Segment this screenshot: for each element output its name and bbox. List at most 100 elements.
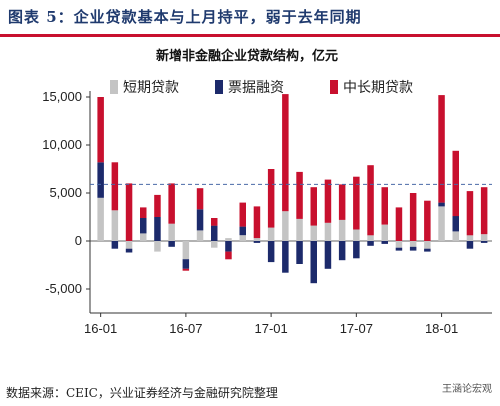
bar-segment [125,183,133,241]
legend-label: 中长期贷款 [343,80,413,96]
bar-segment [267,169,275,228]
y-tick-label: 15,000 [42,89,82,104]
bar-segment [267,241,275,263]
figure-heading: 图表 5：企业贷款基本与上月持平，弱于去年同期 [0,0,500,38]
bar-segment [168,183,175,224]
bar-segment [282,211,289,241]
bar-segment [154,217,161,241]
x-tick-label: 16-07 [169,321,202,336]
watermark-logo: 王涵论宏观 [442,384,492,395]
bar-segment [409,241,417,247]
bar-segment [395,207,403,241]
y-tick-label: 0 [75,233,82,248]
y-tick-label: -5,000 [45,281,82,296]
bar-segment [438,206,445,241]
bar-segment [367,235,374,241]
bar-segment [225,238,232,241]
bar-segment [154,194,161,217]
x-tick-label: 16-01 [84,321,117,336]
x-tick-label: 17-01 [254,321,287,336]
bar-segment [253,238,261,241]
bar-segment [282,241,289,273]
bar-segment [154,241,161,252]
legend-label: 票据融资 [228,80,284,96]
bar-segment [367,241,374,246]
bar-segment [480,234,488,241]
bar-segment [125,241,133,249]
bar-segment [310,225,317,241]
figure-heading-text: 图表 5：企业贷款基本与上月持平，弱于去年同期 [8,8,362,26]
bar-segment [140,233,147,241]
bar-segment [211,218,218,226]
bar-segment [438,95,445,203]
bar-segment [296,241,303,264]
legend-swatch [110,80,118,94]
bar-segment [239,235,246,241]
legend-swatch [330,80,338,94]
bar-segment [353,241,360,259]
bar-segment [424,200,431,241]
bar-segment [310,241,317,284]
bar-segment [338,219,346,241]
bar-segment [310,187,317,226]
bar-segment [225,241,232,252]
bar-segment [381,241,388,244]
bar-segment [438,202,445,207]
bar-segment [324,179,332,223]
x-tick-label: 18-01 [425,321,458,336]
bar-segment [409,246,417,251]
chart-title: 新增非金融企业贷款结构，亿元 [156,48,338,64]
bar-segment [196,209,204,231]
bar-segment [480,241,488,243]
bar-segment [111,241,119,249]
bar-segment [168,241,175,247]
bar-segment [182,268,190,271]
bar-segment [466,235,474,241]
bar-segment [97,162,104,198]
bar-segment [452,231,459,241]
y-tick-label: 5,000 [49,185,82,200]
bar-segment [282,94,289,212]
bar-segment [111,210,119,241]
bar-segment [111,162,119,211]
bar-segment [409,193,417,241]
bar-segment [480,187,488,235]
bar-segment [239,202,246,227]
bar-segment [239,226,246,236]
bar-segment [225,251,232,260]
bar-segment [353,176,360,230]
bar-segment [381,187,388,225]
bar-segment [381,224,388,241]
bar-segment [367,165,374,236]
bar-segment [424,248,431,252]
bar-segment [324,241,332,269]
bar-segment [424,241,431,249]
bar-segment [452,150,459,217]
bars [97,94,488,284]
bar-segment [97,97,104,163]
bar-segment [182,259,190,269]
bar-segment [253,241,261,243]
bar-segment [140,218,147,234]
axes: 15,000 10,000 5,000 0 -5,000 16-01 16-07 17-01 1… [42,89,492,336]
bar-segment [140,207,147,218]
bar-segment [296,171,303,219]
bar-segment [196,188,204,210]
legend-label: 短期贷款 [123,80,179,96]
bar-segment [211,225,218,241]
bar-segment [97,197,104,241]
bar-segment [267,227,275,241]
bar-segment [452,216,459,232]
heading-rule [0,34,500,37]
bar-segment [125,248,133,253]
bar-segment [466,191,474,236]
bar-segment [395,247,403,251]
y-tick-label: 10,000 [42,137,82,152]
bar-segment [353,229,360,241]
legend: 短期贷款 票据融资 中长期贷款 [110,80,413,96]
chart: 新增非金融企业贷款结构，亿元 短期贷款 票据融资 中长期贷款 15,000 10,00… [42,48,492,336]
bar-segment [324,222,332,241]
bar-segment [182,241,190,260]
legend-swatch [215,80,223,94]
bar-segment [466,241,474,249]
